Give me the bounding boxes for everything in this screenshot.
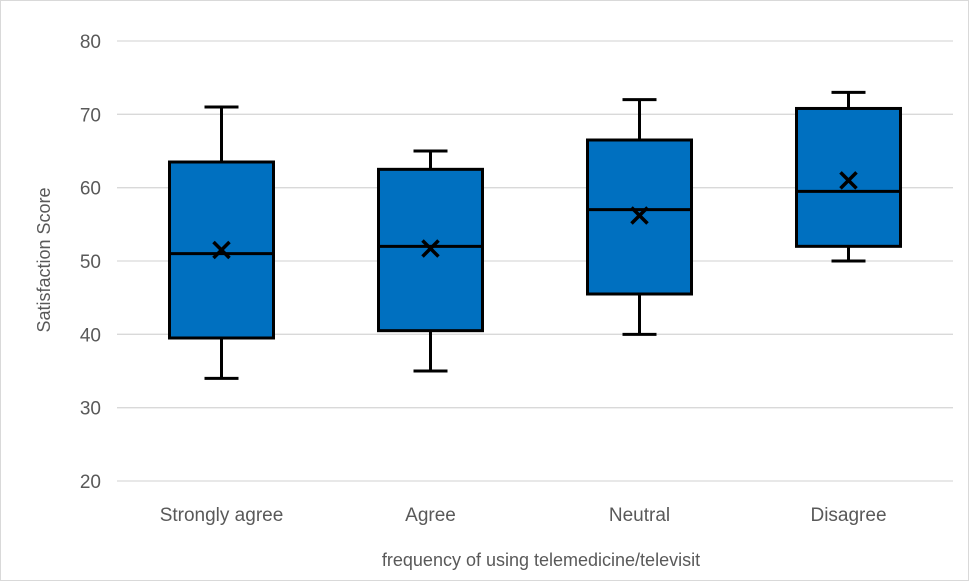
x-axis-title: frequency of using telemedicine/televisi… [382,550,700,570]
x-axis-category-labels: Strongly agree Agree Neutral Disagree [160,505,887,526]
y-tick-label-40: 40 [80,325,101,346]
y-axis-title: Satisfaction Score [34,187,54,332]
iqr-box [795,106,902,248]
x-category-label-2: Neutral [609,505,670,526]
y-tick-label-70: 70 [80,105,101,126]
mean-marker-stroke-b [212,240,231,260]
mean-marker [421,239,440,258]
y-tick-label-20: 20 [80,472,101,493]
box-group-1 [377,149,484,373]
x-category-label-3: Disagree [810,505,886,526]
y-axis-tick-labels: 20 30 40 50 60 70 80 [80,32,101,493]
mean-marker [630,206,649,225]
box-group-3 [795,90,902,263]
mean-marker [212,240,231,260]
mean-marker-stroke-b [630,206,649,225]
box-group-2 [586,98,693,336]
y-tick-label-30: 30 [80,399,101,420]
x-category-label-0: Strongly agree [160,505,284,526]
mean-marker-stroke-b [839,171,858,190]
y-tick-label-80: 80 [80,32,101,53]
boxes [168,90,902,380]
y-tick-label-60: 60 [80,179,101,200]
x-category-label-1: Agree [405,505,456,526]
y-tick-label-50: 50 [80,252,101,273]
mean-marker-stroke-b [421,239,440,258]
mean-marker [839,171,858,190]
box-group-0 [168,105,275,380]
